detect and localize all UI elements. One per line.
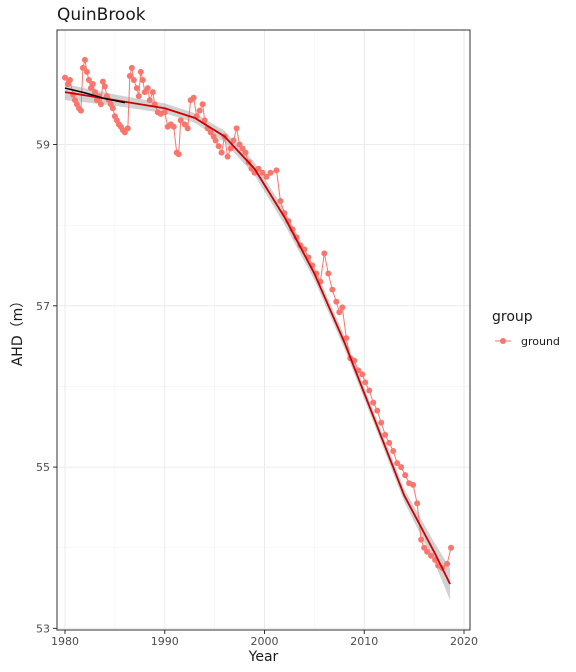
y-tick-label: 59 [36,139,50,152]
x-axis-title: Year [248,649,279,665]
data-point [130,77,137,83]
x-tick-label: 2020 [450,635,478,648]
data-point [196,107,203,114]
data-point [91,89,98,96]
data-point [89,81,96,88]
data-point [259,169,266,176]
y-tick-label: 53 [36,622,50,635]
data-point [374,407,381,414]
data-point [329,286,336,293]
data-point [135,93,142,100]
data-point [212,137,219,144]
data-point [448,544,455,551]
data-point [99,78,106,85]
data-point [201,117,208,124]
data-point [410,481,417,488]
data-point [133,85,140,92]
data-point [230,137,237,144]
data-point [218,149,225,156]
data-point [362,379,369,386]
data-point [81,56,88,63]
data-point [390,447,397,454]
data-point [224,153,231,160]
early-trend-line [64,87,125,104]
y-axis-title: AHD（m） [10,294,26,367]
legend-label-ground: ground [521,335,560,348]
data-point [233,125,240,132]
data-point [321,250,328,257]
data-point [424,548,431,555]
data-point [336,309,343,316]
data-point [273,167,280,174]
data-point [144,85,151,92]
data-point [66,77,73,83]
data-point [61,74,68,81]
data-point [190,94,197,101]
data-point [184,125,191,132]
data-point [339,304,346,311]
data-point [126,72,133,79]
data-point [139,77,146,83]
data-point [370,399,377,406]
x-tick-label: 2000 [250,635,278,648]
x-tick-label: 2010 [350,635,378,648]
data-point [343,335,350,342]
data-point [444,560,451,567]
data-point [161,109,168,116]
data-point [177,117,184,124]
data-point [137,68,144,75]
data-point [215,143,222,150]
legend: group ground [492,309,560,348]
data-point [398,464,405,471]
data-point [359,371,366,378]
data-point [242,149,249,156]
data-point [418,536,425,543]
data-point [97,101,104,108]
x-tick-label: 1990 [151,635,179,648]
legend-title: group [492,309,533,325]
data-point [77,107,84,114]
data-point [146,97,153,104]
plot-border [56,29,471,631]
data-point [325,270,332,277]
data-point [382,431,389,438]
data-point [79,64,86,71]
data-point [101,83,108,90]
trend-line [64,91,451,585]
data-point [366,387,373,394]
data-point [83,68,90,75]
data-point [227,145,234,152]
trend-layer [64,87,451,585]
chart-title: QuinBrook [57,5,146,25]
data-point [277,197,284,204]
grid [57,30,470,630]
data-point [85,77,92,83]
data-point [263,173,270,180]
legend-key-point [500,338,506,344]
x-tick-label: 1980 [51,635,79,648]
data-point [124,125,131,132]
data-point [402,472,409,479]
data-point [109,105,116,112]
y-tick-label: 57 [36,300,50,313]
data-point [255,165,262,172]
series-layer [61,56,455,571]
data-point [267,169,274,176]
data-point [378,419,385,426]
data-point [394,460,401,467]
data-point [175,151,182,158]
data-point [414,500,421,507]
data-point [333,298,340,305]
axes: 1980 1990 2000 2010 2020 53 55 57 59 [36,139,478,648]
data-point [149,89,156,96]
data-point [428,552,435,559]
data-point [170,123,177,130]
data-point [386,439,393,446]
data-point [199,101,206,108]
data-point [128,64,135,71]
y-tick-label: 55 [36,461,50,474]
